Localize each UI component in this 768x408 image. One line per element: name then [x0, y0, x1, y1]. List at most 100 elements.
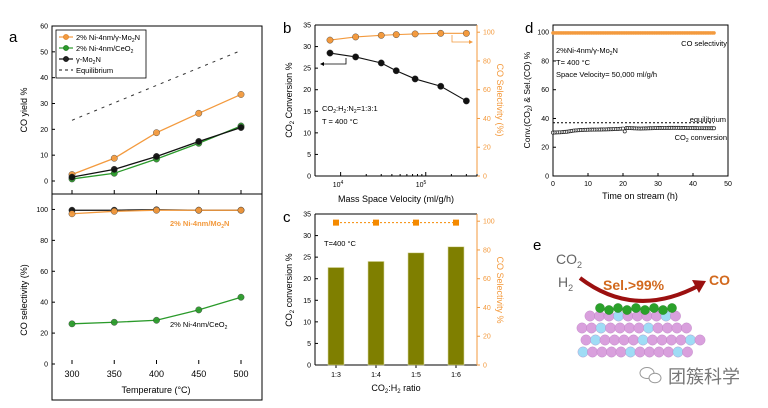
xtick-label: 500 — [233, 369, 248, 379]
ytick-label-left: 15 — [303, 109, 311, 116]
data-point-selectivity — [712, 31, 716, 35]
data-point — [153, 153, 160, 160]
panel-d-frame — [552, 24, 729, 177]
panel-a-ylabel-bottom: CO selectivity (%) — [19, 264, 29, 336]
xtick-label: 400 — [149, 369, 164, 379]
ytick-label-right: 80 — [483, 247, 491, 254]
molybdenum-atom — [605, 322, 616, 334]
nickel-atom — [622, 305, 632, 315]
panel-b: 0 5 10 15 20 25 30 35 0 20 40 60 80 100 CO2 Conversio… — [284, 23, 505, 205]
nitrogen-atom — [685, 334, 696, 346]
data-point — [411, 75, 419, 83]
molybdenum-atom — [576, 322, 588, 334]
panel-b-xtick-1e4: 104 — [333, 180, 344, 189]
wechat-icon — [639, 367, 662, 384]
data-point — [462, 97, 470, 105]
molybdenum-atom — [599, 334, 611, 346]
ytick-label: 100 — [36, 207, 48, 214]
legend-marker-ni-ceo2 — [63, 45, 69, 51]
molybdenum-atom — [694, 334, 706, 346]
panel-d-label-equilibrium: equilibrium — [690, 115, 726, 124]
series-line — [329, 52, 467, 102]
ytick-label: 0 — [44, 362, 48, 369]
nitrogen-atom — [625, 346, 636, 358]
panel-a-annotation-ni-ceo2: 2% Ni-4nm/CeO2 — [170, 320, 228, 331]
data-point — [352, 53, 360, 61]
ytick-label-left: 10 — [303, 130, 311, 137]
ytick-label: 30 — [40, 101, 48, 108]
bar — [327, 267, 345, 366]
ytick-label-left: 5 — [307, 341, 311, 348]
data-point — [392, 67, 400, 75]
legend-label-ni-mo2n: 2% Ni-4nm/γ-Mo2N — [76, 33, 140, 44]
ytick-label-right: 100 — [483, 30, 495, 37]
legend-label-equilibrium: Equilibrium — [76, 66, 113, 75]
ytick-label: 10 — [40, 153, 48, 160]
nickel-atom — [631, 303, 641, 313]
molybdenum-atom — [663, 346, 674, 358]
data-point — [237, 206, 245, 214]
legend-label-ni-ceo2: 2% Ni-4nm/CeO2 — [76, 44, 134, 55]
molybdenum-atom — [647, 334, 658, 346]
panel-c: 0 5 10 15 20 25 30 35 0 20 40 60 80 100 1:3 1:4 1:5 1:6 C… — [284, 212, 505, 396]
ytick-label: 100 — [537, 30, 549, 37]
data-point — [153, 316, 160, 324]
xtick-label: 450 — [191, 369, 206, 379]
panel-d-label-co-selectivity: CO selectivity — [681, 39, 727, 48]
data-point — [437, 82, 445, 90]
ytick-label-left: 20 — [303, 276, 311, 283]
ytick-label-left: 10 — [303, 319, 311, 326]
molybdenum-atom — [671, 322, 683, 334]
data-point — [153, 206, 160, 214]
data-point-square — [373, 219, 379, 226]
ytick-label-right: 40 — [483, 305, 491, 312]
xtick-label: 350 — [107, 369, 122, 379]
data-point — [153, 129, 160, 137]
molybdenum-atom — [633, 322, 645, 334]
data-point — [68, 210, 76, 218]
bar — [447, 246, 465, 366]
molybdenum-atom — [656, 334, 668, 346]
ytick-label: 40 — [40, 300, 48, 307]
ytick-label-right: 0 — [483, 174, 487, 181]
data-point — [462, 29, 470, 37]
ytick-label: 40 — [541, 116, 549, 123]
legend-marker-ni-mo2n — [63, 34, 69, 40]
panel-b-ticks: 0 5 10 15 20 25 30 35 0 20 40 60 80 100 — [303, 23, 495, 181]
data-point — [195, 206, 203, 214]
molybdenum-atom — [584, 310, 596, 322]
series-line-equilibrium — [71, 50, 242, 121]
data-point — [377, 31, 385, 39]
panel-c-ticks: 0 5 10 15 20 25 30 35 0 20 40 60 80 100 1:3 1:4 1:5 1:6 — [303, 212, 495, 380]
ytick-label-left: 35 — [303, 212, 311, 219]
molybdenum-atom — [586, 322, 597, 334]
panel-c-annotation-temp: T=400 °C — [324, 239, 357, 248]
molybdenum-atom — [644, 346, 655, 358]
panel-b-xlabel: Mass Space Velocity (ml/g/h) — [338, 194, 454, 204]
ytick-label-right: 0 — [483, 363, 487, 370]
data-point — [411, 30, 419, 38]
molybdenum-atom — [662, 322, 673, 334]
panel-c-series — [327, 219, 465, 366]
xtick-label: 50 — [724, 181, 732, 188]
ytick-label-left: 25 — [303, 66, 311, 73]
data-point-square — [413, 219, 419, 226]
ytick-label: 60 — [541, 87, 549, 94]
panel-label-c: c — [283, 209, 291, 226]
panel-e-schematic: CO2 H2 Sel.>99% CO 团簇科学 — [556, 251, 740, 387]
nickel-atom — [649, 303, 659, 313]
xtick-label: 1:5 — [411, 372, 421, 379]
panel-a-ylabel-top: CO yield % — [19, 87, 29, 132]
panel-d-label-co2-conversion: CO2 conversion — [675, 133, 727, 144]
selectivity-label: Sel.>99% — [603, 277, 665, 293]
data-point — [110, 207, 118, 215]
nitrogen-atom — [590, 334, 601, 346]
panel-c-ylabel-left: CO2 conversion % — [284, 253, 296, 326]
panel-a-bottom-series — [68, 206, 245, 328]
nickel-atom — [604, 305, 614, 315]
ytick-label-right: 80 — [483, 58, 491, 65]
molybdenum-atom — [634, 346, 646, 358]
ytick-label-right: 20 — [483, 145, 491, 152]
ytick-label-left: 0 — [307, 174, 311, 181]
molybdenum-atom — [652, 322, 664, 334]
